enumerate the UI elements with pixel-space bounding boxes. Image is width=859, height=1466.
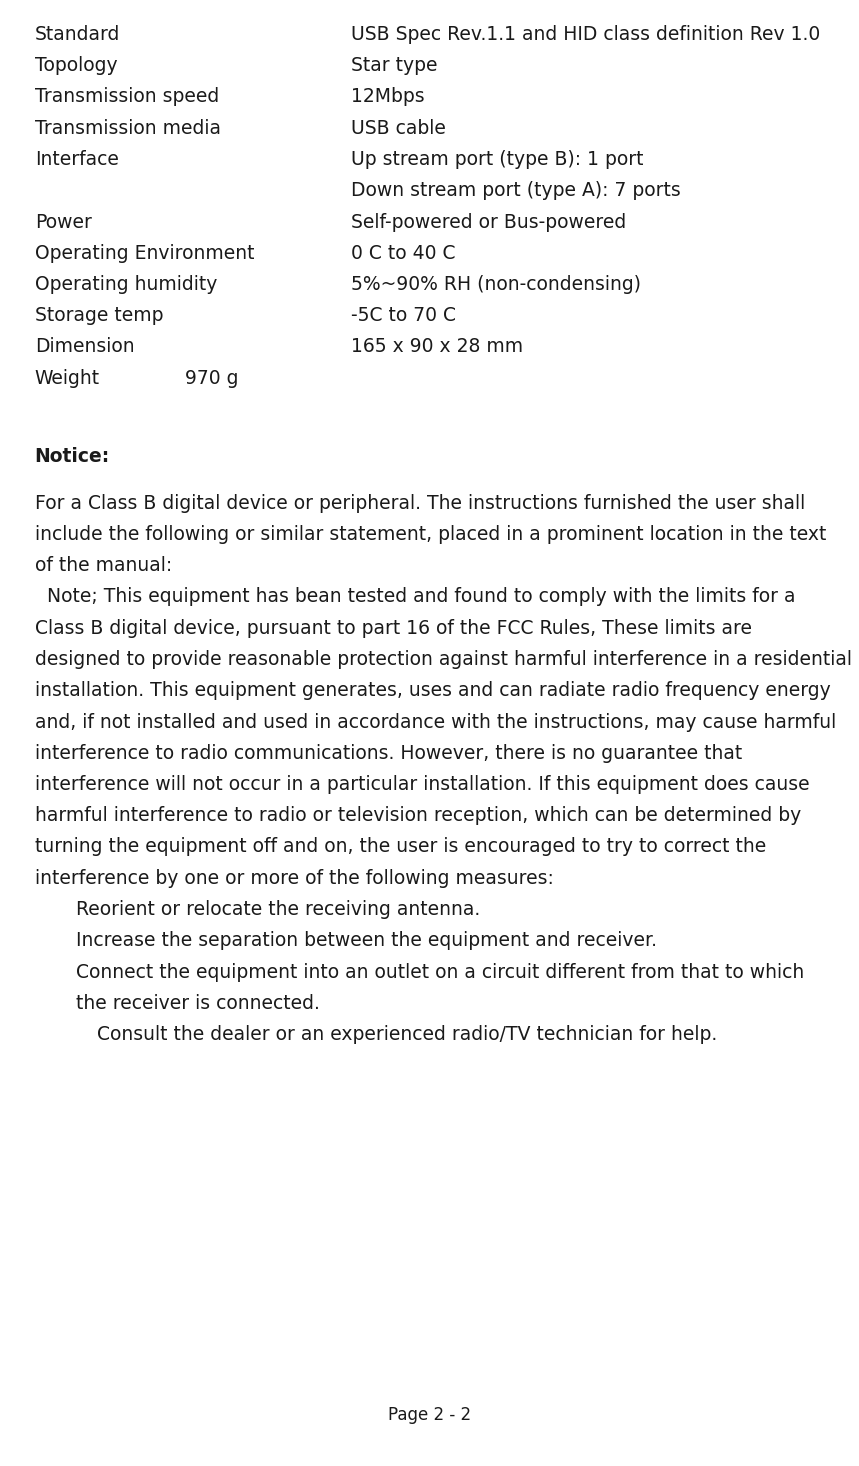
Text: -5C to 70 C: -5C to 70 C	[351, 306, 456, 325]
Text: Star type: Star type	[351, 56, 438, 75]
Text: USB Spec Rev.1.1 and HID class definition Rev 1.0: USB Spec Rev.1.1 and HID class definitio…	[351, 25, 820, 44]
Text: For a Class B digital device or peripheral. The instructions furnished the user : For a Class B digital device or peripher…	[34, 494, 805, 513]
Text: designed to provide reasonable protection against harmful interference in a resi: designed to provide reasonable protectio…	[34, 649, 852, 668]
Text: Transmission speed: Transmission speed	[34, 88, 219, 107]
Text: Interface: Interface	[34, 150, 119, 169]
Text: Standard: Standard	[34, 25, 120, 44]
Text: Down stream port (type A): 7 ports: Down stream port (type A): 7 ports	[351, 182, 681, 201]
Text: Consult the dealer or an experienced radio/TV technician for help.: Consult the dealer or an experienced rad…	[97, 1025, 717, 1044]
Text: interference to radio communications. However, there is no guarantee that: interference to radio communications. Ho…	[34, 743, 742, 762]
Text: Note; This equipment has bean tested and found to comply with the limits for a: Note; This equipment has bean tested and…	[34, 588, 795, 607]
Text: Storage temp: Storage temp	[34, 306, 163, 325]
Text: and, if not installed and used in accordance with the instructions, may cause ha: and, if not installed and used in accord…	[34, 712, 836, 732]
Text: of the manual:: of the manual:	[34, 556, 172, 575]
Text: Self-powered or Bus-powered: Self-powered or Bus-powered	[351, 213, 626, 232]
Text: USB cable: USB cable	[351, 119, 447, 138]
Text: Transmission media: Transmission media	[34, 119, 221, 138]
Text: 12Mbps: 12Mbps	[351, 88, 425, 107]
Text: Up stream port (type B): 1 port: Up stream port (type B): 1 port	[351, 150, 644, 169]
Text: 970 g: 970 g	[185, 369, 238, 387]
Text: 165 x 90 x 28 mm: 165 x 90 x 28 mm	[351, 337, 523, 356]
Text: Class B digital device, pursuant to part 16 of the FCC Rules, These limits are: Class B digital device, pursuant to part…	[34, 619, 752, 638]
Text: Increase the separation between the equipment and receiver.: Increase the separation between the equi…	[76, 931, 657, 950]
Text: turning the equipment off and on, the user is encouraged to try to correct the: turning the equipment off and on, the us…	[34, 837, 766, 856]
Text: Connect the equipment into an outlet on a circuit different from that to which: Connect the equipment into an outlet on …	[76, 963, 805, 982]
Text: installation. This equipment generates, uses and can radiate radio frequency ene: installation. This equipment generates, …	[34, 682, 831, 701]
Text: include the following or similar statement, placed in a prominent location in th: include the following or similar stateme…	[34, 525, 826, 544]
Text: interference will not occur in a particular installation. If this equipment does: interference will not occur in a particu…	[34, 776, 809, 795]
Text: Dimension: Dimension	[34, 337, 134, 356]
Text: Reorient or relocate the receiving antenna.: Reorient or relocate the receiving anten…	[76, 900, 481, 919]
Text: 5%~90% RH (non-condensing): 5%~90% RH (non-condensing)	[351, 276, 642, 295]
Text: the receiver is connected.: the receiver is connected.	[76, 994, 320, 1013]
Text: Topology: Topology	[34, 56, 118, 75]
Text: Notice:: Notice:	[34, 447, 110, 466]
Text: 0 C to 40 C: 0 C to 40 C	[351, 243, 456, 262]
Text: Operating humidity: Operating humidity	[34, 276, 217, 295]
Text: Operating Environment: Operating Environment	[34, 243, 254, 262]
Text: Weight: Weight	[34, 369, 100, 387]
Text: harmful interference to radio or television reception, which can be determined b: harmful interference to radio or televis…	[34, 806, 801, 825]
Text: Page 2 - 2: Page 2 - 2	[388, 1406, 471, 1425]
Text: Power: Power	[34, 213, 92, 232]
Text: interference by one or more of the following measures:: interference by one or more of the follo…	[34, 869, 553, 888]
